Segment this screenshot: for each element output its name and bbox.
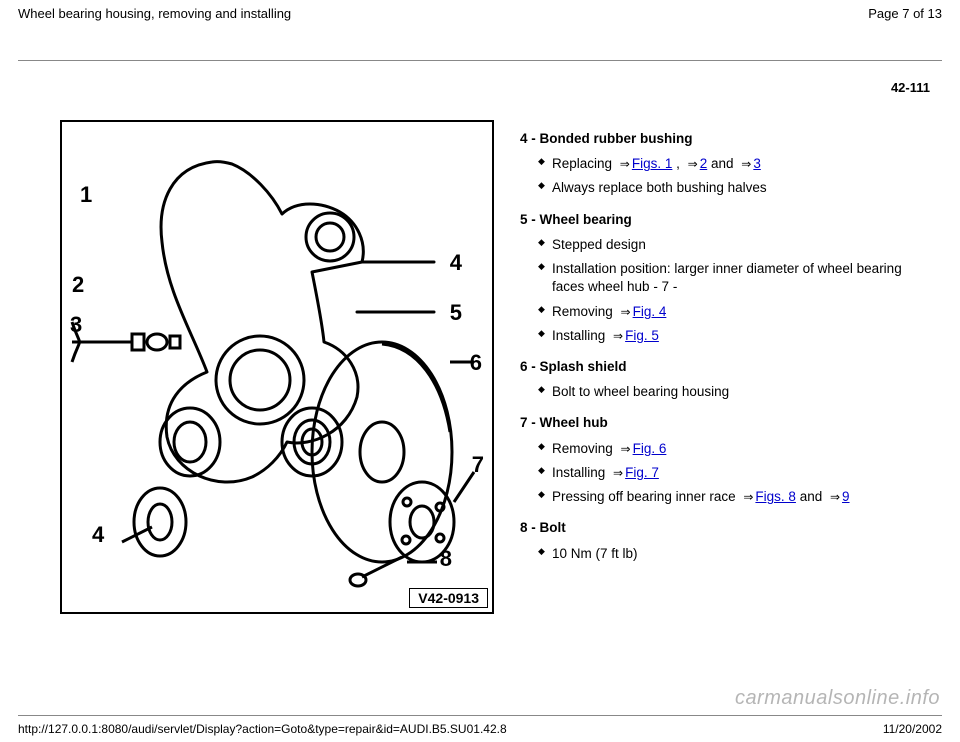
footer-rule bbox=[18, 715, 942, 716]
list-item: Always replace both bushing halves bbox=[538, 176, 930, 200]
list-item-text: Removing bbox=[552, 304, 617, 319]
section-heading: 5 - Wheel bearing bbox=[520, 211, 930, 229]
callout-2: 2 bbox=[72, 272, 84, 298]
section-bullets: Replacing ⇒Figs. 1 , ⇒2 and ⇒3 Always rep… bbox=[520, 152, 930, 200]
list-item: Installation position: larger inner diam… bbox=[538, 257, 930, 299]
header-rule bbox=[18, 60, 942, 61]
arrow-icon: ⇒ bbox=[684, 156, 700, 172]
callout-4-lower: 4 bbox=[92, 522, 104, 548]
page-reference-code: 42-111 bbox=[891, 80, 930, 95]
diagram-code: V42-0913 bbox=[409, 588, 488, 608]
callout-3: 3 bbox=[70, 312, 82, 338]
arrow-icon: ⇒ bbox=[826, 489, 842, 505]
diagram-svg bbox=[62, 122, 492, 612]
callout-6: 6 bbox=[470, 350, 482, 376]
list-item-text: 10 Nm (7 ft lb) bbox=[552, 546, 638, 561]
figure-link[interactable]: Figs. 1 bbox=[632, 156, 673, 171]
section-heading: 8 - Bolt bbox=[520, 519, 930, 537]
footer-url: http://127.0.0.1:8080/audi/servlet/Displ… bbox=[18, 722, 507, 736]
list-item-text: Installation position: larger inner diam… bbox=[552, 261, 902, 294]
procedure-content: 4 - Bonded rubber bushingReplacing ⇒Figs… bbox=[520, 120, 930, 572]
page-footer: http://127.0.0.1:8080/audi/servlet/Displ… bbox=[18, 722, 942, 736]
list-item: Installing ⇒Fig. 5 bbox=[538, 324, 930, 348]
figure-link[interactable]: 3 bbox=[753, 156, 761, 171]
list-item: Removing ⇒Fig. 6 bbox=[538, 437, 930, 461]
header-page-number: Page 7 of 13 bbox=[868, 6, 942, 21]
callout-4-upper: 4 bbox=[450, 250, 462, 276]
list-item-text: Bolt to wheel bearing housing bbox=[552, 384, 729, 399]
header-title: Wheel bearing housing, removing and inst… bbox=[18, 6, 291, 21]
figure-link[interactable]: Figs. 8 bbox=[755, 489, 796, 504]
section-bullets: Bolt to wheel bearing housing bbox=[520, 380, 930, 404]
watermark: carmanualsonline.info bbox=[735, 687, 940, 710]
figure-link[interactable]: Fig. 6 bbox=[633, 441, 667, 456]
list-item-text: Pressing off bearing inner race bbox=[552, 489, 739, 504]
list-item: Installing ⇒Fig. 7 bbox=[538, 461, 930, 485]
callout-8: 8 bbox=[440, 546, 452, 572]
arrow-icon: ⇒ bbox=[737, 156, 753, 172]
list-item: Bolt to wheel bearing housing bbox=[538, 380, 930, 404]
figure-link[interactable]: 2 bbox=[700, 156, 708, 171]
list-item-text: Stepped design bbox=[552, 237, 646, 252]
footer-date: 11/20/2002 bbox=[883, 722, 942, 736]
exploded-diagram: 1 2 3 4 4 5 6 7 8 V42-0913 bbox=[60, 120, 494, 614]
arrow-icon: ⇒ bbox=[617, 441, 633, 457]
figure-link[interactable]: 9 bbox=[842, 489, 850, 504]
callout-7: 7 bbox=[472, 452, 484, 478]
list-item-text: Removing bbox=[552, 441, 617, 456]
figure-link[interactable]: Fig. 7 bbox=[625, 465, 659, 480]
list-item-text: Always replace both bushing halves bbox=[552, 180, 767, 195]
list-item: Replacing ⇒Figs. 1 , ⇒2 and ⇒3 bbox=[538, 152, 930, 176]
list-item: Removing ⇒Fig. 4 bbox=[538, 300, 930, 324]
callout-1: 1 bbox=[80, 182, 92, 208]
list-item-text: Installing bbox=[552, 328, 609, 343]
section-bullets: 10 Nm (7 ft lb) bbox=[520, 542, 930, 566]
figure-link[interactable]: Fig. 4 bbox=[633, 304, 667, 319]
arrow-icon: ⇒ bbox=[609, 465, 625, 481]
list-item-text: Installing bbox=[552, 465, 609, 480]
list-item: 10 Nm (7 ft lb) bbox=[538, 542, 930, 566]
list-item: Pressing off bearing inner race ⇒Figs. 8… bbox=[538, 485, 930, 509]
figure-link[interactable]: Fig. 5 bbox=[625, 328, 659, 343]
list-item-text: Replacing bbox=[552, 156, 616, 171]
section-heading: 4 - Bonded rubber bushing bbox=[520, 130, 930, 148]
arrow-icon: ⇒ bbox=[616, 156, 632, 172]
arrow-icon: ⇒ bbox=[609, 328, 625, 344]
arrow-icon: ⇒ bbox=[739, 489, 755, 505]
section-bullets: Stepped design Installation position: lar… bbox=[520, 233, 930, 348]
arrow-icon: ⇒ bbox=[617, 304, 633, 320]
section-heading: 6 - Splash shield bbox=[520, 358, 930, 376]
page-header: Wheel bearing housing, removing and inst… bbox=[18, 6, 942, 21]
callout-5: 5 bbox=[450, 300, 462, 326]
section-heading: 7 - Wheel hub bbox=[520, 414, 930, 432]
list-item: Stepped design bbox=[538, 233, 930, 257]
section-bullets: Removing ⇒Fig. 6Installing ⇒Fig. 7Pressi… bbox=[520, 437, 930, 510]
